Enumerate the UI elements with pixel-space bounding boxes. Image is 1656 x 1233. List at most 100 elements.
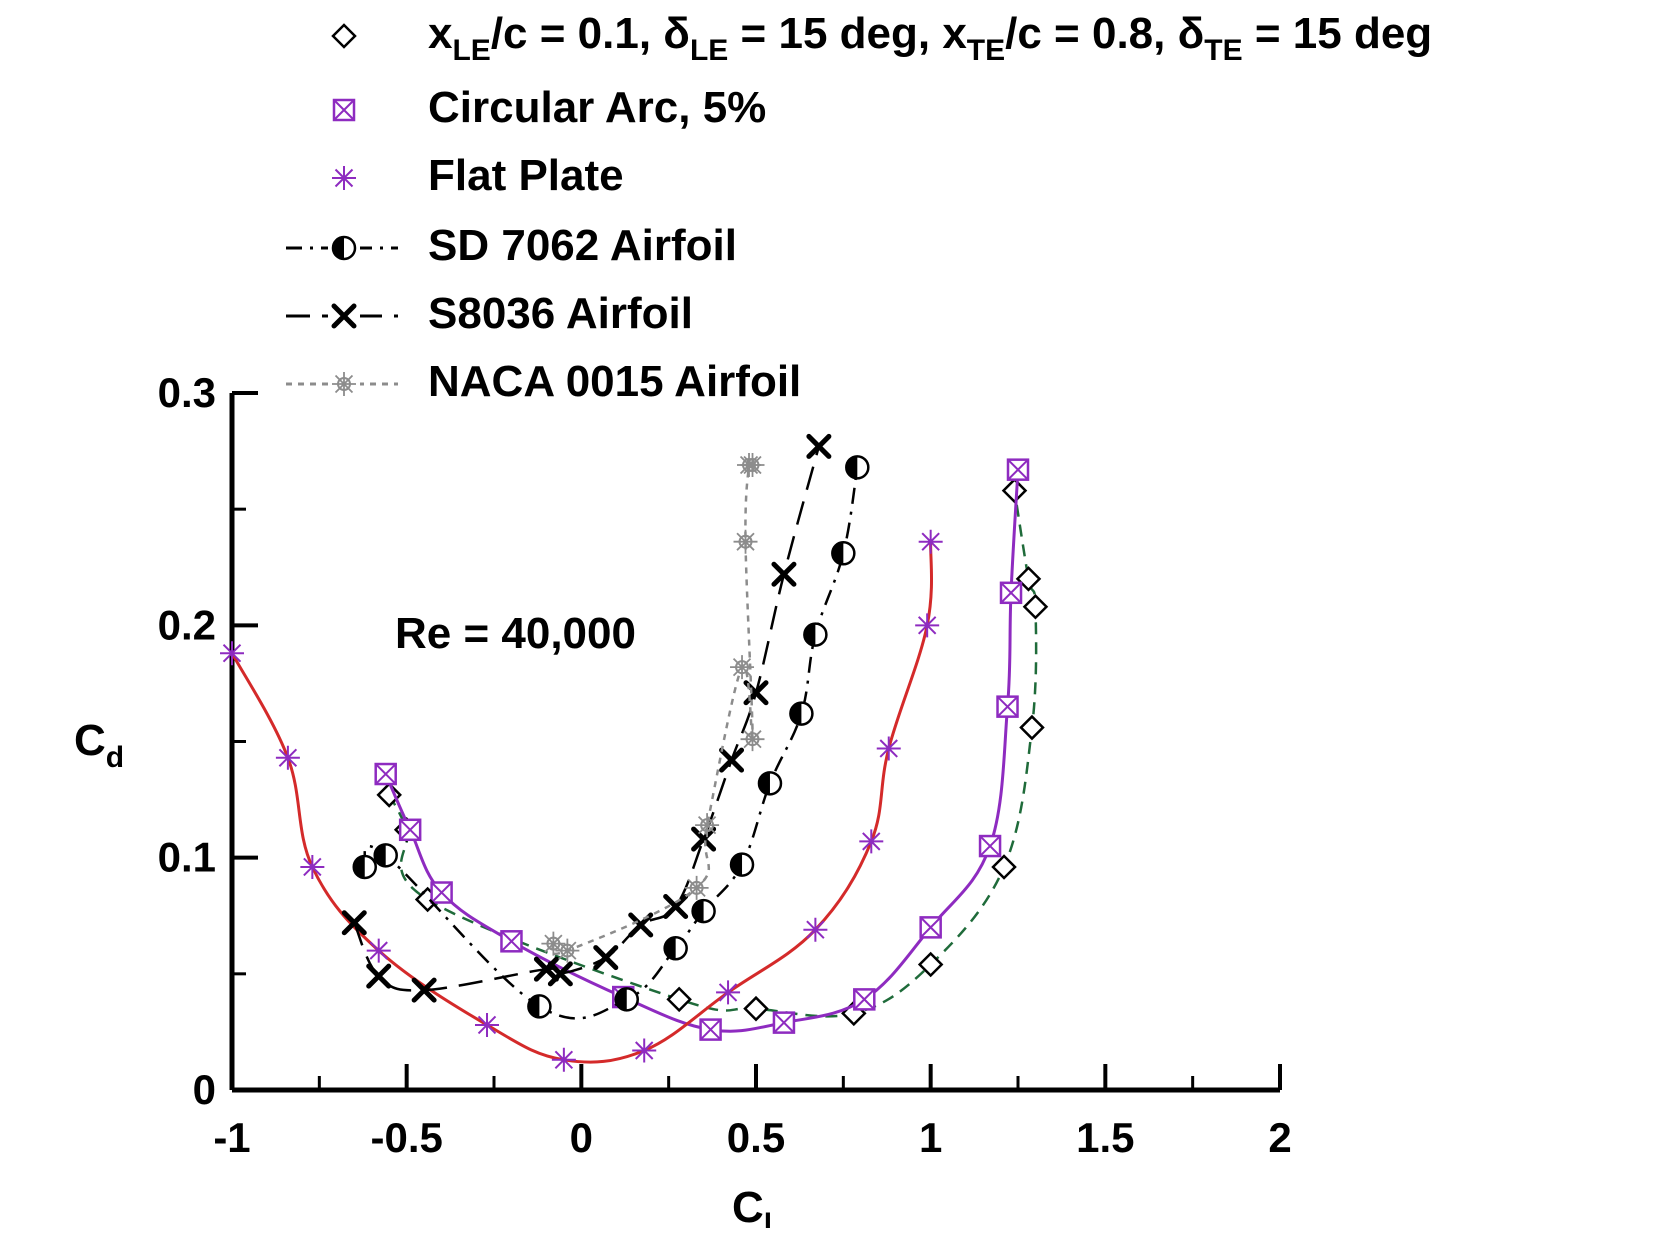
- data-point: [716, 980, 741, 1005]
- data-point: [1019, 714, 1045, 741]
- data-point: [918, 529, 943, 554]
- legend: xLE/c = 0.1, δLE = 15 deg, xTE/c = 0.8, …: [286, 9, 1432, 406]
- data-point: [663, 936, 688, 961]
- y-tick-label: 0.2: [158, 601, 216, 648]
- data-point: [771, 561, 797, 587]
- legend-marker: [332, 166, 356, 190]
- legend-entry-4: SD 7062 Airfoil: [286, 221, 737, 270]
- data-point: [628, 912, 654, 938]
- x-tick-label: 2: [1268, 1114, 1291, 1161]
- data-point: [1022, 593, 1049, 620]
- data-point: [1006, 458, 1030, 481]
- series-3: [220, 529, 943, 1072]
- y-tick-label: 0.1: [158, 834, 216, 881]
- series-line: [353, 446, 821, 992]
- data-point: [366, 938, 391, 963]
- data-point: [300, 854, 325, 879]
- data-point: [699, 1018, 722, 1041]
- x-tick-label: -1: [213, 1114, 250, 1161]
- legend-entry-2: Circular Arc, 5%: [332, 83, 766, 132]
- y-tick-label: 0: [193, 1066, 216, 1113]
- legend-marker: [332, 98, 356, 122]
- x-tick-label: -0.5: [370, 1114, 442, 1161]
- data-point: [853, 988, 876, 1011]
- data-point: [729, 852, 755, 877]
- data-point: [352, 854, 377, 880]
- data-point: [733, 529, 758, 554]
- data-point: [917, 951, 944, 978]
- series-4: [352, 455, 870, 1020]
- axes: -1 -0.5 0 0.5 1 1.5 2 0 0.1 0.2 0.3: [158, 369, 1292, 1161]
- data-point: [547, 961, 573, 987]
- data-point: [430, 881, 453, 904]
- data-point: [593, 945, 619, 971]
- legend-label: Circular Arc, 5%: [428, 83, 766, 132]
- legend-entry-6: NACA 0015 Airfoil: [286, 357, 801, 406]
- legend-marker: [331, 23, 357, 49]
- legend-label: NACA 0015 Airfoil: [428, 357, 801, 406]
- reynolds-annotation: Re = 40,000: [395, 609, 636, 658]
- x-axis-label: Cl: [732, 1183, 772, 1228]
- plot-area: [220, 433, 1049, 1072]
- data-point: [919, 916, 942, 939]
- data-point: [740, 727, 765, 752]
- data-point: [666, 986, 692, 1013]
- data-point: [978, 834, 1002, 858]
- data-point: [719, 747, 745, 773]
- x-tick-label: 0.5: [727, 1114, 785, 1161]
- data-point: [1001, 477, 1028, 504]
- data-point: [876, 736, 901, 761]
- x-tick-label: 1.5: [1076, 1114, 1134, 1161]
- data-point: [527, 994, 552, 1019]
- data-point: [275, 745, 300, 770]
- legend-label: S8036 Airfoil: [428, 289, 693, 338]
- data-point: [999, 581, 1023, 605]
- data-point: [743, 995, 769, 1022]
- data-point: [730, 655, 755, 680]
- data-point: [684, 875, 709, 900]
- data-point: [803, 917, 828, 942]
- data-point: [411, 977, 437, 1003]
- data-point: [691, 898, 716, 924]
- data-point: [915, 613, 940, 638]
- data-point: [663, 893, 689, 919]
- data-point: [614, 987, 639, 1012]
- data-point: [991, 854, 1017, 880]
- legend-label: Flat Plate: [428, 151, 624, 200]
- data-point: [341, 910, 367, 936]
- data-point: [1015, 566, 1042, 592]
- data-point: [555, 938, 580, 963]
- data-point: [806, 433, 832, 459]
- y-axis-label: Cd: [74, 716, 124, 774]
- data-point: [551, 1047, 576, 1072]
- data-point: [475, 1012, 500, 1037]
- y-tick-label: 0.3: [158, 369, 216, 416]
- data-point: [803, 622, 828, 647]
- legend-marker: [331, 303, 357, 329]
- data-point: [831, 541, 856, 566]
- x-tick-label: 1: [919, 1114, 942, 1161]
- data-point: [376, 782, 402, 808]
- data-point: [632, 1038, 657, 1063]
- legend-entry-1: xLE/c = 0.1, δLE = 15 deg, xTE/c = 0.8, …: [331, 9, 1432, 67]
- data-point: [740, 453, 765, 478]
- data-point: [500, 930, 523, 953]
- series-1: [376, 477, 1049, 1027]
- legend-label: SD 7062 Airfoil: [428, 221, 737, 270]
- x-tick-label: 0: [570, 1114, 593, 1161]
- data-point: [373, 843, 398, 868]
- series-line: [384, 469, 1020, 1033]
- data-point: [220, 641, 244, 666]
- legend-marker: [331, 235, 357, 261]
- series-line: [550, 457, 754, 956]
- data-point: [772, 1011, 796, 1034]
- data-point: [398, 818, 422, 842]
- legend-label: xLE/c = 0.1, δLE = 15 deg, xTE/c = 0.8, …: [428, 9, 1432, 67]
- data-point: [691, 826, 717, 852]
- series-6: [541, 453, 765, 963]
- series-5: [341, 433, 832, 1003]
- series-line: [363, 467, 859, 1020]
- legend-marker: [332, 372, 356, 396]
